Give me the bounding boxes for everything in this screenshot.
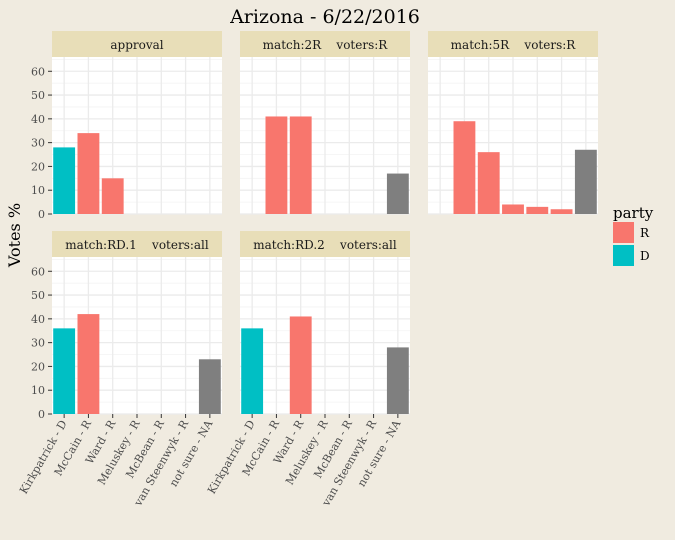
y-tick-label: 60 xyxy=(31,265,45,278)
bar xyxy=(289,316,312,414)
facet-strip xyxy=(428,31,598,57)
facet-strip-label: match:RD.2 voters:all xyxy=(253,238,397,252)
bar xyxy=(386,347,409,414)
facet-strip xyxy=(52,31,222,57)
bar xyxy=(502,204,524,214)
y-tick-label: 50 xyxy=(31,89,45,102)
y-tick-label: 40 xyxy=(31,113,45,126)
legend-label: R xyxy=(640,226,650,240)
bar xyxy=(77,314,100,414)
facet-strip-label: match:2R voters:R xyxy=(263,38,389,52)
y-tick-label: 10 xyxy=(31,184,45,197)
bar xyxy=(265,116,288,214)
facet-panel: match:5R voters:R xyxy=(428,31,598,215)
y-tick-label: 20 xyxy=(31,360,45,373)
bar xyxy=(241,328,264,414)
y-tick-label: 50 xyxy=(31,289,45,302)
bar xyxy=(289,116,312,214)
y-tick-label: 30 xyxy=(31,137,45,150)
bar xyxy=(477,152,500,214)
facet-strip-label: match:5R voters:R xyxy=(451,38,577,52)
bar xyxy=(550,209,573,214)
facet-panel: approval 0 10 20 30 40 50 60 xyxy=(31,31,222,221)
facet-panel: match:2R voters:R xyxy=(240,31,410,215)
legend: party RD xyxy=(613,204,654,266)
legend-title: party xyxy=(613,204,654,222)
bar xyxy=(574,149,597,214)
bar xyxy=(386,173,409,214)
y-axis-label: Votes % xyxy=(5,203,24,268)
y-tick-label: 0 xyxy=(38,408,45,421)
legend-swatch xyxy=(613,245,634,266)
bar xyxy=(77,133,100,214)
legend-swatch xyxy=(613,222,634,243)
bar xyxy=(53,328,76,414)
facet-strip xyxy=(52,231,222,257)
facet-strip-label: approval xyxy=(110,38,163,52)
facet-strip-label: match:RD.1 voters:all xyxy=(65,238,209,252)
bar xyxy=(526,206,549,214)
y-tick-label: 10 xyxy=(31,384,45,397)
facet-strip xyxy=(240,31,410,57)
facet-panel: match:RD.1 voters:all0102030405060Kirkpa… xyxy=(17,231,222,509)
facet-panels: approval 0 10 20 30 40 50 60 match:2R voters:R ma… xyxy=(17,31,598,509)
bar xyxy=(198,359,221,414)
y-tick-label: 0 xyxy=(38,208,45,221)
facet-strip xyxy=(240,231,410,257)
legend-entries: RD xyxy=(613,222,650,266)
bar xyxy=(53,147,76,214)
y-tick-label: 20 xyxy=(31,160,45,173)
bar xyxy=(101,178,124,214)
legend-label: D xyxy=(640,249,650,263)
y-tick-label: 30 xyxy=(31,337,45,350)
bar xyxy=(453,121,476,214)
chart-title: Arizona - 6/22/2016 xyxy=(229,6,420,28)
y-tick-label: 40 xyxy=(31,313,45,326)
y-tick-label: 60 xyxy=(31,65,45,78)
